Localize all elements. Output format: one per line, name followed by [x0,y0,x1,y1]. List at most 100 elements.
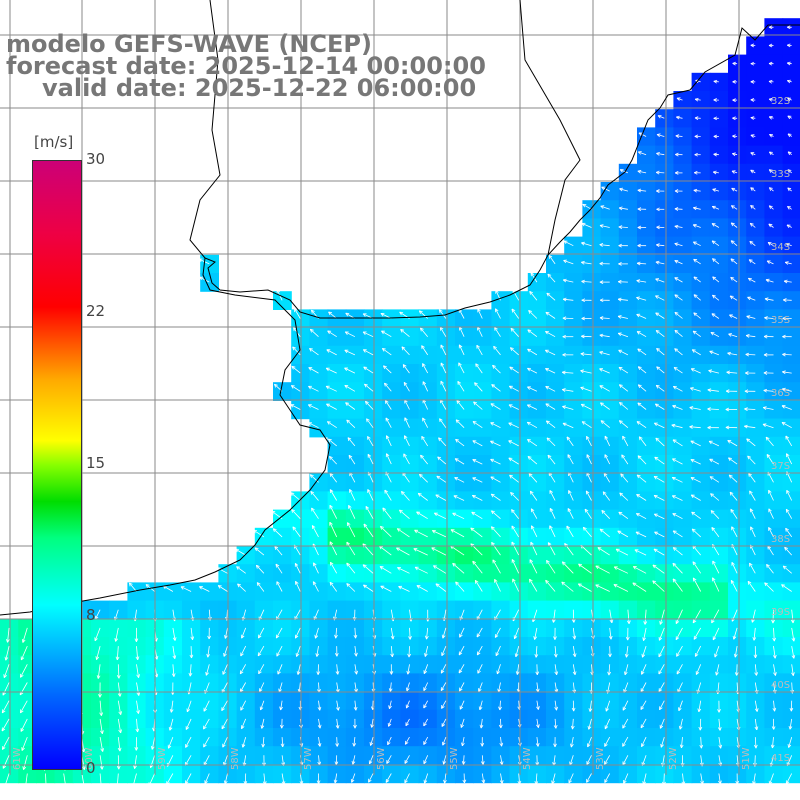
wind-speed-cell [382,509,401,529]
wind-speed-cell [491,382,511,401]
wind-vector [530,272,538,283]
wind-speed-cell [709,236,729,256]
wind-speed-cell [491,509,511,529]
wind-speed-cell [637,236,656,256]
wind-speed-cell [782,182,800,201]
wind-speed-cell [455,637,474,656]
wind-vector [572,646,577,658]
wind-vector [617,297,628,302]
wind-speed-cell [746,182,765,201]
wind-speed-cell [345,345,365,365]
wind-speed-cell [673,291,693,310]
wind-vector [470,527,483,538]
wind-vector [658,664,665,675]
wind-vector [659,718,665,729]
wind-speed-cell [782,127,800,147]
longitude-labels: 61W 60W 59W 58W 57W 56W 55W 54W 53W 52W 51W [12,747,752,770]
wind-vector [791,627,796,642]
wind-vector [329,456,337,465]
wind-speed-cell [709,473,729,492]
wind-vector [508,422,519,429]
wind-vector [708,440,720,447]
wind-speed-cell [709,418,729,438]
wind-vector [711,313,720,319]
wind-vector [789,700,794,712]
wind-speed-cell [254,655,274,674]
wind-speed-cell [746,327,765,347]
wind-speed-cell [655,327,674,347]
wind-vector [708,369,719,374]
wind-speed-cell [691,637,711,656]
wind-vector [115,773,120,788]
wind-vector [571,609,576,623]
wind-speed-cell [709,163,729,183]
wind-vector [568,490,574,501]
wind-vector [642,627,647,641]
wind-vector [595,584,610,592]
wind-speed-cell [418,418,438,438]
wind-speed-cell [582,436,602,456]
wind-vector [262,773,267,785]
wind-vector [459,627,465,638]
wind-vector [349,488,356,501]
wind-speed-cell [327,382,347,401]
wind-speed-cell [709,345,729,365]
wind-speed-cell [436,709,456,729]
wind-vector [618,511,629,520]
wind-vector [385,773,392,783]
wind-vector [691,349,701,356]
wind-speed-cell [546,582,565,602]
wind-vector [527,367,538,374]
wind-speed-cell [673,455,693,474]
wind-vector [290,385,301,392]
wind-vector [527,456,538,465]
wind-vector [750,134,756,138]
wind-speed-cell [618,182,638,201]
wind-speed-cell [673,127,693,147]
wind-speed-cell [655,364,674,383]
wind-vector [692,561,702,574]
wind-vector [747,580,756,592]
wind-vector [3,773,10,788]
wind-vector [435,583,447,592]
wind-vector [750,61,756,66]
wind-speed-cell [655,309,674,329]
wind-vector [135,646,140,661]
wind-vector [423,700,429,709]
wind-vector [333,773,338,784]
wind-speed-cell [382,436,401,456]
wind-vector [689,425,701,429]
wind-vector [679,737,684,749]
wind-speed-cell [546,527,565,547]
wind-vector [423,755,429,765]
wind-vector [785,773,793,785]
wind-speed-cell [564,273,583,292]
wind-vector [632,566,647,574]
wind-vector [693,276,701,283]
wind-vector [640,700,647,710]
wind-vector [221,700,228,712]
wind-vector [747,296,756,301]
wind-speed-cell [655,345,674,365]
wind-speed-cell [764,309,784,329]
wind-vector [328,311,337,319]
wind-vector [752,773,756,785]
wind-vector [527,329,538,338]
wind-vector [424,646,429,657]
wind-speed-cell [400,582,420,602]
wind-speed-cell [728,327,747,347]
wind-vector [717,700,721,713]
wind-speed-cell [618,236,638,256]
wind-vector [261,737,266,748]
wind-vector [655,278,665,283]
wind-vector [625,627,630,641]
wind-speed-cell [364,309,383,329]
wind-speed-cell [182,764,201,784]
wind-vector [637,243,647,248]
wind-vector [563,259,574,265]
wind-speed-cell [746,273,765,292]
wind-speed-cell [782,582,800,602]
wind-speed-cell [709,182,729,201]
